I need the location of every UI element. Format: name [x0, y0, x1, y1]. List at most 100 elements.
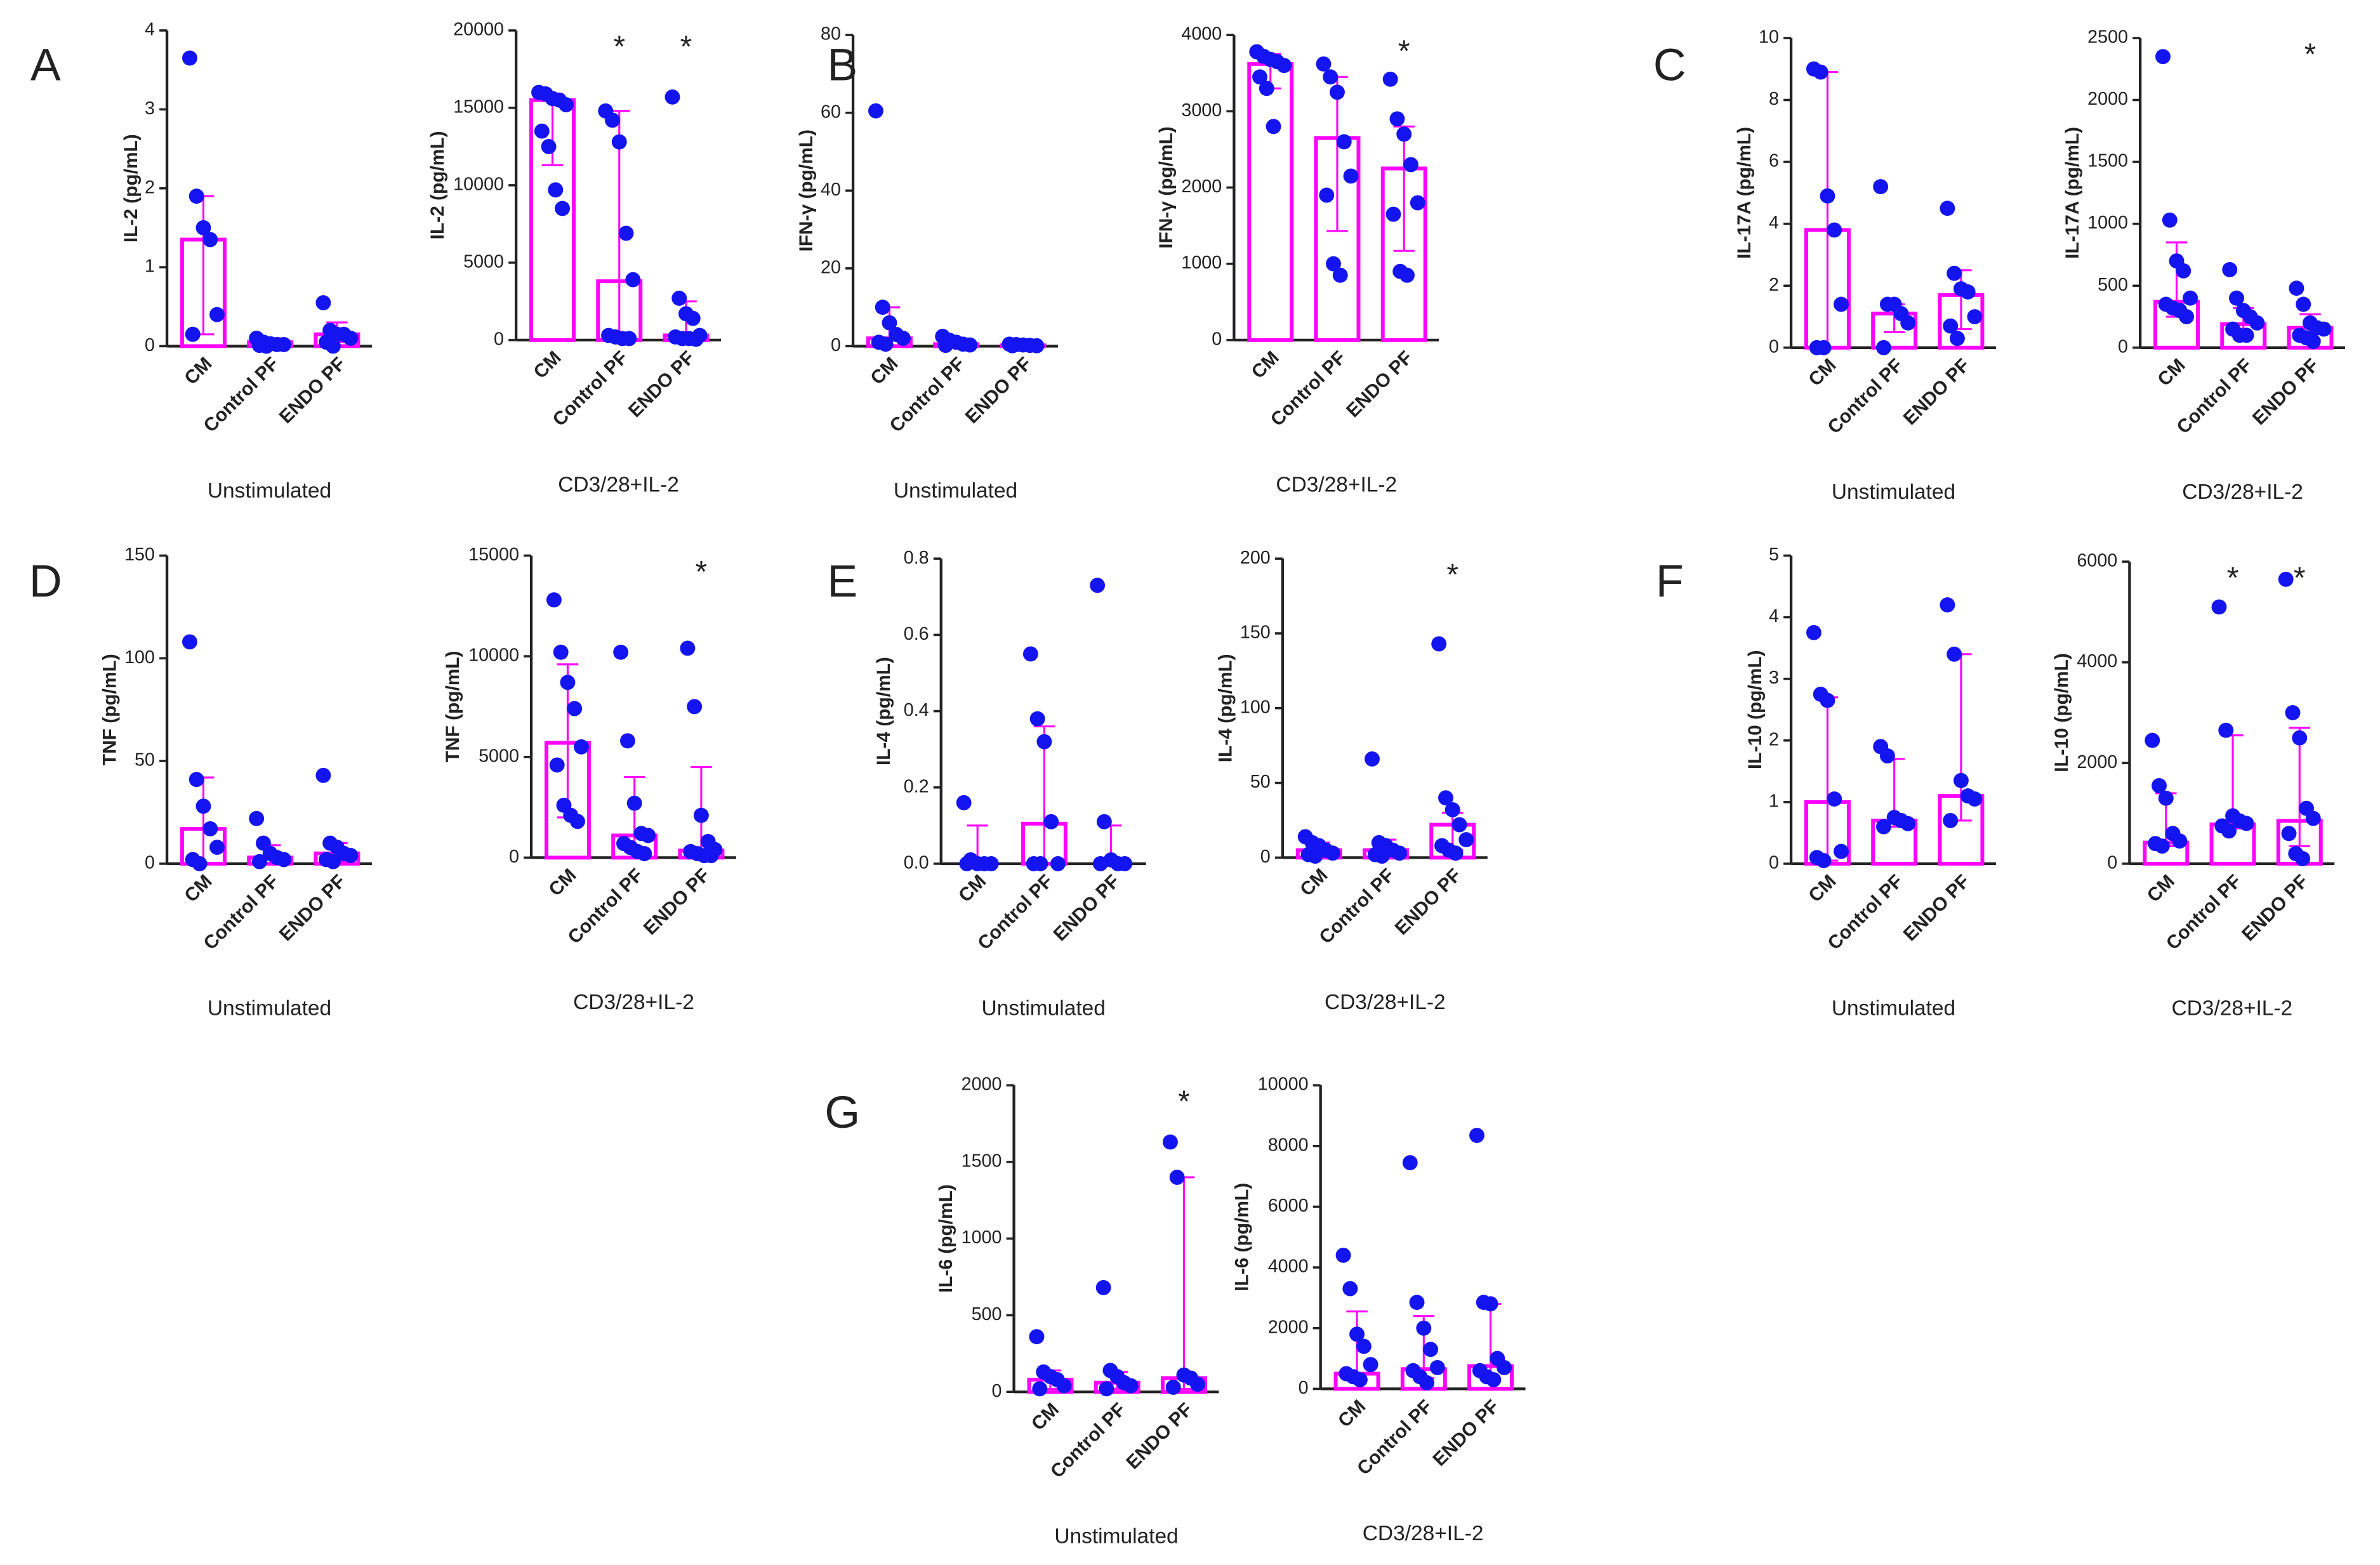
data-point [192, 855, 208, 871]
error-bar [1173, 1176, 1195, 1390]
data-point [188, 188, 204, 204]
data-point [1960, 284, 1976, 300]
data-point [983, 855, 999, 871]
data-point [956, 795, 972, 810]
panel-letter: A [30, 40, 61, 91]
data-point [2152, 778, 2167, 793]
data-point [868, 103, 883, 119]
y-tick-label: 0 [509, 847, 519, 867]
data-point [1036, 734, 1052, 749]
data-point [1419, 1375, 1435, 1390]
x-group-label: Unstimulated [982, 996, 1106, 1020]
data-point [1092, 855, 1108, 871]
data-point [1392, 845, 1407, 861]
x-tick-label: ENDO PF [640, 864, 714, 939]
data-point [1940, 597, 1955, 613]
data-point [252, 854, 267, 869]
y-tick-label: 10 [1759, 27, 1779, 48]
data-point [1325, 845, 1340, 861]
data-point [1005, 338, 1021, 353]
data-point [703, 848, 719, 864]
data-point [1349, 1326, 1365, 1342]
data-point [553, 644, 569, 660]
data-point [1385, 206, 1401, 222]
data-point [1451, 817, 1467, 833]
x-group-label: CD3/28+IL-2 [2171, 996, 2292, 1020]
data-point [276, 852, 292, 868]
y-tick-label: 1 [1769, 791, 1779, 811]
y-tick-label: 4 [145, 20, 155, 40]
data-point [1423, 1342, 1439, 1357]
data-point [249, 810, 265, 826]
data-point [1943, 813, 1959, 828]
data-point [202, 821, 218, 836]
data-point [258, 338, 274, 354]
data-point [1382, 71, 1398, 87]
y-tick-label: 40 [821, 180, 841, 200]
data-point [195, 220, 211, 235]
y-tick-label: 1000 [1181, 253, 1222, 273]
data-point [1947, 646, 1962, 662]
significance-mark: * [2304, 37, 2317, 71]
y-tick-label: 50 [135, 750, 155, 770]
x-group-label: Unstimulated [208, 996, 331, 1020]
y-tick-label: 2000 [962, 1074, 1002, 1095]
x-tick-label: ENDO PF [2238, 871, 2312, 945]
y-tick-label: 80 [821, 24, 841, 44]
x-tick-label: ENDO PF [275, 871, 350, 945]
data-point [1266, 119, 1281, 135]
x-tick-label: ENDO PF [275, 353, 350, 428]
data-point [2296, 296, 2311, 312]
significance-mark: * [1446, 558, 1458, 592]
y-tick-label: 5 [1769, 545, 1779, 565]
data-point [1396, 126, 1412, 142]
data-point [2172, 833, 2188, 849]
data-point [2222, 261, 2238, 277]
data-point [182, 634, 197, 650]
panel-letter: E [827, 556, 857, 607]
data-point [1343, 168, 1359, 184]
data-point [1374, 849, 1390, 864]
data-point [637, 846, 652, 861]
data-point [570, 814, 585, 829]
data-point [1190, 1377, 1205, 1392]
data-point [560, 675, 576, 690]
y-tick-label: 2000 [1268, 1317, 1309, 1337]
data-point [1090, 578, 1106, 593]
data-point [2305, 334, 2321, 350]
y-tick-label: 0 [831, 335, 841, 355]
y-tick-label: 10000 [1258, 1074, 1309, 1095]
y-tick-label: 150 [124, 545, 155, 565]
x-tick-label: ENDO PF [625, 347, 699, 421]
data-point [1816, 853, 1832, 869]
data-point [882, 315, 897, 331]
x-tick-label: ENDO PF [1122, 1399, 1196, 1473]
x-tick-label: ENDO PF [1900, 871, 1974, 945]
data-point [1117, 855, 1133, 871]
data-point [1497, 1359, 1512, 1375]
y-tick-label: 500 [972, 1304, 1002, 1324]
significance-mark: * [1178, 1085, 1190, 1118]
y-axis-label: IL-10 (pg/mL) [2051, 653, 2072, 772]
data-point [1873, 179, 1889, 195]
data-point [2305, 810, 2321, 826]
y-tick-label: 500 [2098, 275, 2128, 295]
data-point [1402, 1155, 1418, 1171]
y-tick-label: 4 [1769, 213, 1779, 233]
y-axis-label: TNF (pg/mL) [99, 654, 120, 765]
x-group-label: CD3/28+IL-2 [1276, 473, 1397, 496]
data-point [962, 337, 978, 353]
data-point [1431, 636, 1447, 652]
data-point [2183, 290, 2198, 306]
data-point [959, 855, 975, 871]
data-point [1050, 855, 1066, 871]
data-point [1319, 187, 1335, 203]
data-point [1335, 1248, 1351, 1263]
data-point [1165, 1380, 1181, 1395]
data-point [1099, 1381, 1114, 1397]
data-point [1330, 84, 1345, 100]
data-point [1389, 111, 1405, 127]
data-point [1429, 1359, 1445, 1375]
y-tick-label: 0 [1299, 1378, 1309, 1398]
y-tick-label: 60 [821, 102, 841, 122]
